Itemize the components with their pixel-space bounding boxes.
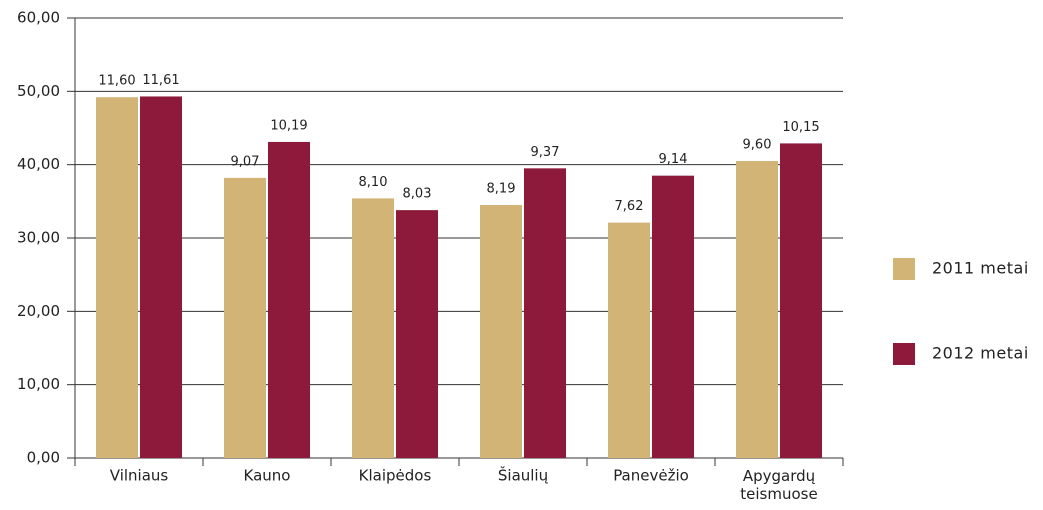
bar-label: 8,10: [359, 175, 388, 190]
bar: [608, 222, 650, 458]
bar-label: 8,03: [403, 187, 432, 202]
bar-label: 7,62: [615, 199, 644, 214]
x-tick-label: Panevėžio: [613, 467, 689, 485]
y-tick-label: 40,00: [17, 155, 60, 173]
bar: [524, 168, 566, 459]
bar-label: 10,15: [782, 120, 819, 135]
bar: [268, 141, 310, 458]
x-tick-label: Vilniaus: [110, 467, 169, 485]
bar: [780, 143, 822, 458]
bar-label: 11,61: [142, 73, 179, 88]
y-tick-label: 0,00: [27, 449, 60, 467]
bar: [224, 177, 266, 458]
x-tick-label: Klaipėdos: [359, 467, 432, 485]
legend-label: 2011 metai: [932, 259, 1029, 278]
y-tick-label: 10,00: [17, 375, 60, 393]
bar-label: 11,60: [98, 74, 135, 89]
bar-label: 9,60: [743, 138, 772, 153]
bar-label: 9,14: [659, 152, 688, 167]
y-tick-label: 20,00: [17, 302, 60, 320]
x-tick-label: Šiaulių: [498, 466, 549, 485]
bar: [736, 161, 778, 458]
y-tick-label: 50,00: [17, 82, 60, 100]
x-tick-label: Kauno: [244, 467, 291, 485]
y-tick-label: 30,00: [17, 229, 60, 247]
bar-label: 8,19: [487, 182, 516, 197]
bar: [396, 210, 438, 458]
legend-swatch: [893, 258, 915, 280]
bar: [96, 97, 138, 458]
x-tick-label: Apygardų teismuose: [740, 467, 817, 503]
bar: [652, 175, 694, 458]
bar: [140, 96, 182, 458]
bar-label: 9,07: [231, 154, 260, 169]
y-tick-label: 60,00: [17, 9, 60, 27]
legend-label: 2012 metai: [932, 344, 1029, 363]
bar-label: 10,19: [270, 118, 307, 133]
bar-label: 9,37: [531, 145, 560, 160]
bar: [352, 198, 394, 458]
legend-swatch: [893, 343, 915, 365]
bar: [480, 205, 522, 458]
